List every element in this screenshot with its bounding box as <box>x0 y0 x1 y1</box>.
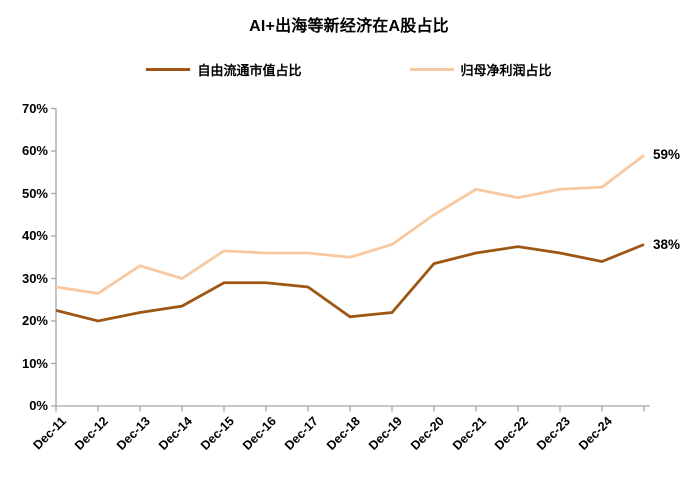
series-line-归母净利润占比 <box>55 154 645 295</box>
legend-item-free-float-cap: 自由流通市值占比 <box>146 60 302 79</box>
legend-label: 自由流通市值占比 <box>197 63 302 78</box>
y-axis-tick-label: 10% <box>21 355 48 371</box>
series-line-自由流通市值占比 <box>55 243 645 323</box>
series-end-label-net-profit: 59% <box>653 147 681 163</box>
y-axis-tick-label: 70% <box>21 100 48 116</box>
series-end-label-free-float: 38% <box>653 236 681 252</box>
y-axis-tick-label: 30% <box>21 270 48 286</box>
y-axis-tick-label: 0% <box>29 398 48 413</box>
chart-legend: 自由流通市值占比 归母净利润占比 <box>0 60 698 79</box>
y-axis-tick-label: 60% <box>21 143 48 158</box>
legend-line-swatch <box>146 68 191 71</box>
legend-line-swatch <box>409 68 454 71</box>
legend-item-net-profit: 归母净利润占比 <box>409 60 552 79</box>
y-axis-tick-label: 50% <box>21 185 48 201</box>
y-axis-tick-label: 20% <box>21 313 48 328</box>
y-axis-tick-label: 40% <box>21 228 48 243</box>
chart-title: AI+出海等新经济在A股占比 <box>249 18 449 35</box>
legend-label: 归母净利润占比 <box>460 63 552 78</box>
